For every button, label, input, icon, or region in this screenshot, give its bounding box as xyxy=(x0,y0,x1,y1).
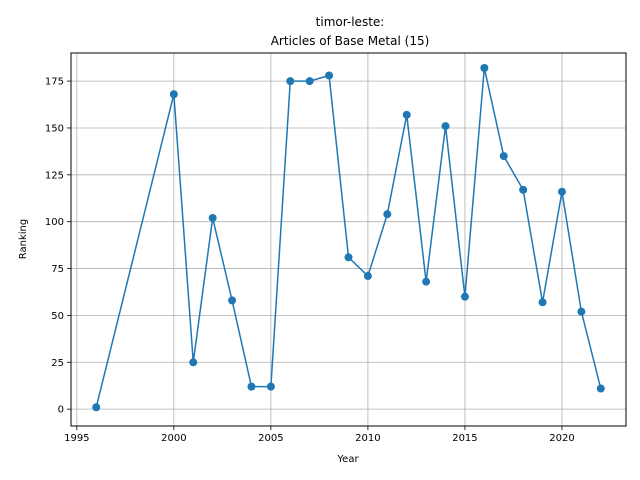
data-point xyxy=(344,253,353,262)
y-tick-label: 75 xyxy=(51,264,64,275)
data-point xyxy=(422,277,431,286)
chart-title-line-1: timor-leste: xyxy=(316,15,385,29)
x-tick-label: 2000 xyxy=(161,433,186,444)
data-point xyxy=(363,272,372,281)
data-point xyxy=(228,296,237,305)
data-point xyxy=(305,77,314,86)
data-point xyxy=(538,298,547,307)
data-point xyxy=(557,187,566,196)
data-point xyxy=(577,307,586,316)
data-point xyxy=(499,152,508,161)
data-point xyxy=(189,358,198,367)
y-tick-label: 0 xyxy=(58,405,64,416)
y-tick-label: 100 xyxy=(45,217,64,228)
data-point xyxy=(519,185,528,194)
data-point xyxy=(286,77,295,86)
data-point xyxy=(247,382,256,391)
data-point xyxy=(325,71,334,80)
data-point xyxy=(92,403,101,412)
data-points xyxy=(92,63,605,412)
data-point xyxy=(383,210,392,219)
data-point xyxy=(402,110,411,119)
y-tick-label: 125 xyxy=(45,170,64,181)
x-tick-label: 2020 xyxy=(549,433,574,444)
y-tick-label: 150 xyxy=(45,123,64,134)
axis-ticks: 1995 2000 2005 2010 2015 2020 0 25 50 75 100 125 150… xyxy=(45,77,575,444)
chart-title-line-2: Articles of Base Metal (15) xyxy=(271,34,430,48)
y-tick-label: 175 xyxy=(45,77,64,88)
data-point xyxy=(460,292,469,301)
grid xyxy=(71,53,626,426)
data-point xyxy=(480,63,489,72)
x-tick-label: 2005 xyxy=(258,433,283,444)
x-tick-label: 2010 xyxy=(355,433,380,444)
y-tick-label: 25 xyxy=(51,358,64,369)
series-line xyxy=(95,67,602,408)
data-point xyxy=(441,122,450,131)
x-axis-label: Year xyxy=(336,454,359,465)
plot-frame xyxy=(70,52,627,427)
data-point xyxy=(169,90,178,99)
y-axis-label: Ranking xyxy=(18,219,29,259)
x-tick-label: 2015 xyxy=(452,433,477,444)
x-tick-label: 1995 xyxy=(64,433,89,444)
y-tick-label: 50 xyxy=(51,311,64,322)
data-point xyxy=(208,213,217,222)
data-point xyxy=(266,382,275,391)
data-point xyxy=(596,384,605,393)
